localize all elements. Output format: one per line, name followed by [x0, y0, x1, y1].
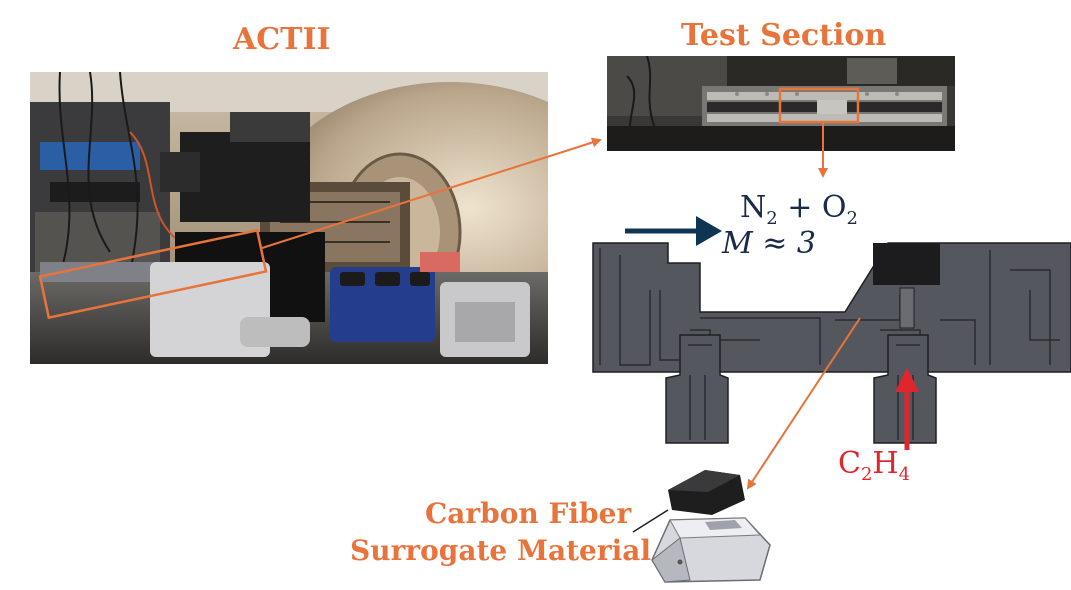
gas-n: N	[740, 190, 767, 225]
fuel-c-subscript: 2	[860, 464, 873, 485]
fuel-h-subscript: 4	[898, 464, 911, 485]
surrogate-part-render	[651, 470, 771, 583]
gas-o-subscript: 2	[846, 208, 858, 229]
fuel-c: C	[838, 446, 861, 481]
surrogate-label-line2: Surrogate Material	[350, 534, 652, 567]
fuel-injection-arrow	[895, 368, 919, 450]
test-section-photo	[607, 56, 955, 151]
actii-test-section-highlight	[38, 228, 268, 320]
flow-direction-arrow	[625, 216, 722, 246]
fuel-h: H	[872, 446, 899, 481]
actii-title: ACTII	[233, 22, 331, 57]
gas-plus-o: + O	[777, 190, 847, 225]
gas-n-subscript: 2	[766, 208, 778, 229]
actii-to-test-arrow	[261, 137, 602, 249]
mach-number-label: M ≈ 3	[722, 226, 817, 261]
surrogate-leader-line	[632, 509, 669, 533]
freestream-gas-label: N2 + O2	[740, 190, 858, 229]
actii-facility-photo	[30, 72, 548, 364]
surrogate-label-line1: Carbon Fiber	[425, 497, 632, 530]
test-section-title: Test Section	[681, 18, 887, 53]
fuel-label: C2H4	[838, 446, 910, 485]
cad-to-surrogate-arrow	[746, 317, 861, 490]
test-section-cavity-highlight	[778, 87, 860, 124]
cavity-cross-section	[592, 242, 1071, 444]
